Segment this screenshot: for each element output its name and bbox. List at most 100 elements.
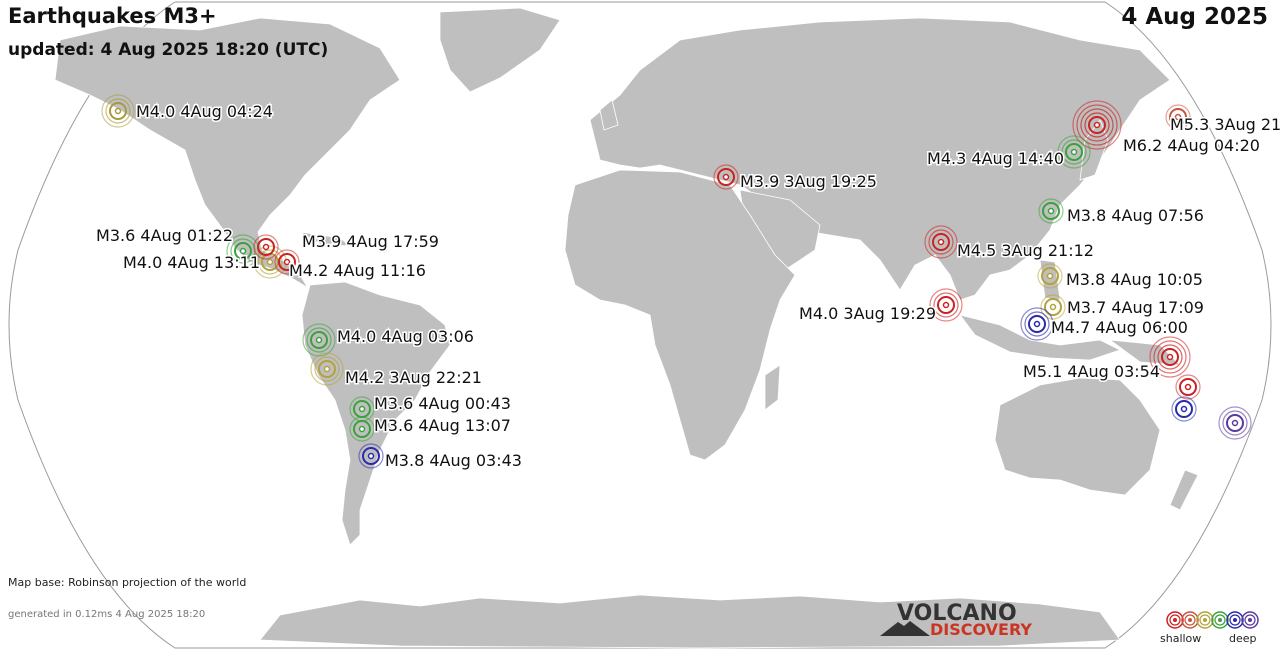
land-indonesia bbox=[959, 314, 1122, 361]
quake-epicenter bbox=[1070, 148, 1078, 156]
quake-layer: M4.0 4Aug 04:24 M3.6 4Aug 01:22 M4.0 4Aug … bbox=[95, 94, 1280, 472]
quake-marker[interactable]: M3.8 4Aug 10:05 bbox=[1037, 263, 1204, 291]
logo-volcano[interactable]: VOLCANO bbox=[897, 601, 1017, 626]
quake-ring bbox=[1040, 294, 1066, 320]
quake-ring bbox=[1088, 116, 1106, 134]
quake-epicenter bbox=[1049, 303, 1057, 311]
quake-epicenter bbox=[942, 301, 950, 309]
quake-marker[interactable] bbox=[1171, 396, 1197, 422]
quake-ring bbox=[1222, 410, 1248, 436]
quake-marker[interactable]: M4.0 4Aug 13:11 bbox=[122, 245, 287, 279]
quake-ring bbox=[932, 233, 950, 251]
quake-marker[interactable]: M5.3 3Aug 21:22 bbox=[1165, 104, 1280, 136]
legend-swatch-center bbox=[1218, 618, 1222, 622]
quake-label: M6.2 4Aug 04:20 bbox=[1123, 136, 1260, 155]
quake-epicenter bbox=[315, 336, 323, 344]
quake-ring bbox=[1057, 135, 1091, 169]
quake-epicenter bbox=[323, 365, 331, 373]
quake-label: M3.6 4Aug 13:07 bbox=[374, 416, 511, 435]
quake-marker[interactable]: M4.3 4Aug 14:40 bbox=[926, 135, 1091, 170]
quake-ring bbox=[1175, 400, 1193, 418]
quake-label: M3.6 4Aug 00:43 bbox=[374, 394, 511, 413]
volcano-logo-icon bbox=[880, 621, 930, 636]
quake-ring bbox=[1149, 336, 1191, 378]
quake-ring bbox=[924, 225, 958, 259]
land-madagascar bbox=[764, 364, 781, 411]
quake-ring bbox=[1171, 396, 1197, 422]
quake-ring bbox=[928, 229, 954, 255]
quake-marker[interactable]: M4.0 4Aug 04:24 bbox=[101, 94, 274, 128]
quake-marker[interactable]: M6.2 4Aug 04:20 bbox=[1072, 100, 1261, 157]
land-new-zealand bbox=[1169, 469, 1199, 511]
quake-ring bbox=[1161, 348, 1179, 366]
quake-marker[interactable]: M4.2 3Aug 22:21 bbox=[310, 352, 483, 389]
quake-label: M4.0 3Aug 19:29 bbox=[799, 304, 936, 323]
legend-swatch-center bbox=[1233, 618, 1237, 622]
quake-marker[interactable]: M3.7 4Aug 17:09 bbox=[1040, 294, 1205, 320]
quake-ring bbox=[1218, 406, 1252, 440]
quake-ring bbox=[1157, 344, 1183, 370]
quake-ring bbox=[717, 168, 735, 186]
land-eurasia bbox=[589, 17, 1171, 301]
quake-marker[interactable]: M3.8 4Aug 07:56 bbox=[1038, 198, 1205, 227]
quake-ring bbox=[933, 292, 959, 318]
quake-epicenter bbox=[1184, 383, 1192, 391]
quake-ring bbox=[306, 327, 332, 353]
quake-label: M5.1 4Aug 03:54 bbox=[1023, 362, 1160, 381]
quake-marker[interactable]: M3.9 3Aug 19:25 bbox=[713, 164, 878, 193]
quake-marker[interactable]: M4.5 3Aug 21:12 bbox=[924, 225, 1095, 262]
quake-marker[interactable]: M3.6 4Aug 01:22 bbox=[95, 225, 260, 268]
quake-marker[interactable]: M3.6 4Aug 13:07 bbox=[349, 415, 512, 442]
quake-ring bbox=[1061, 139, 1087, 165]
quake-label: M3.6 4Aug 01:22 bbox=[96, 226, 233, 245]
quake-ring bbox=[1175, 374, 1201, 400]
quake-marker[interactable] bbox=[1218, 406, 1252, 440]
quake-ring bbox=[713, 164, 739, 190]
quake-marker[interactable]: M3.9 4Aug 17:59 bbox=[253, 231, 440, 260]
quake-ring bbox=[1038, 198, 1064, 224]
quake-label: M4.5 3Aug 21:12 bbox=[957, 241, 1094, 260]
quake-label: M4.0 4Aug 04:24 bbox=[136, 102, 273, 121]
quake-epicenter bbox=[937, 238, 945, 246]
quake-label: M3.7 4Aug 17:09 bbox=[1067, 298, 1204, 317]
land-south-america bbox=[301, 281, 451, 546]
quake-ring bbox=[1042, 202, 1060, 220]
quake-marker[interactable]: M4.2 4Aug 11:16 bbox=[274, 249, 427, 282]
quake-marker[interactable]: M5.1 4Aug 03:54 bbox=[1022, 336, 1191, 383]
quake-marker[interactable] bbox=[1175, 374, 1201, 400]
logo-discovery[interactable]: DISCOVERY bbox=[930, 620, 1033, 639]
quake-marker[interactable]: M3.6 4Aug 00:43 bbox=[349, 393, 512, 422]
quake-epicenter bbox=[1231, 419, 1239, 427]
quake-epicenter bbox=[239, 247, 247, 255]
map-base-note: Map base: Robinson projection of the wor… bbox=[8, 576, 247, 589]
quake-epicenter bbox=[1047, 207, 1055, 215]
legend-swatch bbox=[1241, 611, 1259, 629]
quake-epicenter bbox=[283, 258, 291, 266]
quake-ring bbox=[257, 249, 283, 275]
land-greenland bbox=[439, 7, 561, 93]
quake-marker[interactable]: M4.7 4Aug 06:00 bbox=[1020, 307, 1189, 341]
quake-ring bbox=[310, 331, 328, 349]
quake-ring bbox=[349, 416, 375, 442]
quake-ring bbox=[1165, 104, 1191, 130]
quake-label: M5.3 3Aug 21:22 bbox=[1170, 115, 1280, 134]
quake-marker[interactable]: M4.0 3Aug 19:29 bbox=[798, 288, 963, 325]
quake-label: M4.0 4Aug 03:06 bbox=[337, 327, 474, 346]
quake-epicenter bbox=[1166, 353, 1174, 361]
legend-swatch bbox=[1214, 614, 1226, 626]
legend-swatch bbox=[1226, 611, 1244, 629]
quake-epicenter bbox=[1033, 320, 1041, 328]
legend-deep-label: deep bbox=[1229, 632, 1257, 645]
land-australia bbox=[994, 377, 1161, 496]
quake-ring bbox=[1041, 267, 1059, 285]
page-title: Earthquakes M3+ bbox=[8, 4, 217, 28]
quake-marker[interactable]: M3.8 4Aug 03:43 bbox=[358, 443, 523, 472]
quake-label: M4.2 4Aug 11:16 bbox=[289, 261, 426, 280]
quake-ring bbox=[362, 447, 380, 465]
legend-swatch bbox=[1211, 611, 1229, 629]
quake-marker[interactable]: M4.0 4Aug 03:06 bbox=[302, 323, 475, 357]
quake-ring bbox=[101, 94, 135, 128]
quake-ring bbox=[929, 288, 963, 322]
quake-epicenter bbox=[1093, 121, 1101, 129]
quake-label: M4.2 3Aug 22:21 bbox=[345, 368, 482, 387]
